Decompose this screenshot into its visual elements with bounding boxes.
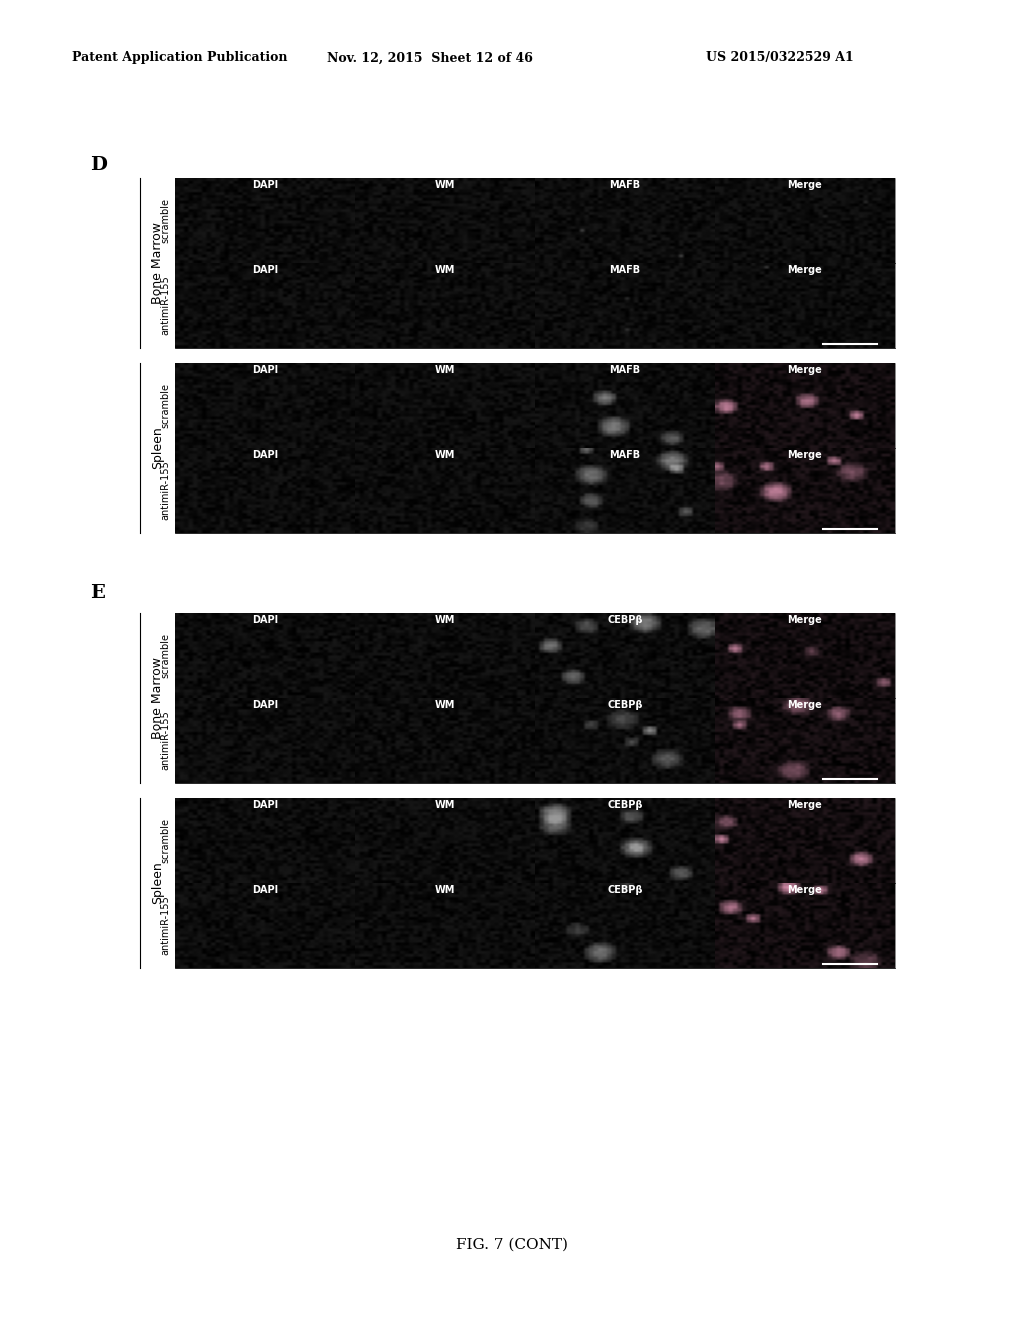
- Text: FIG. 7 (CONT): FIG. 7 (CONT): [456, 1238, 568, 1251]
- Bar: [715, 799, 895, 883]
- Bar: [175, 883, 355, 968]
- Bar: [715, 612, 895, 698]
- Bar: [715, 447, 895, 533]
- Text: DAPI: DAPI: [252, 800, 279, 810]
- Text: scramble: scramble: [160, 634, 170, 678]
- Bar: [175, 799, 355, 883]
- Text: Merge: Merge: [787, 180, 822, 190]
- Bar: [175, 178, 355, 263]
- Text: scramble: scramble: [160, 198, 170, 243]
- Bar: [175, 698, 355, 783]
- Text: DAPI: DAPI: [252, 366, 279, 375]
- Bar: [715, 883, 895, 968]
- Text: DAPI: DAPI: [252, 180, 279, 190]
- Text: WM: WM: [435, 366, 456, 375]
- Bar: [355, 799, 535, 883]
- Text: DAPI: DAPI: [252, 700, 279, 710]
- Text: WM: WM: [435, 615, 456, 624]
- Text: WM: WM: [435, 800, 456, 810]
- Bar: [355, 363, 535, 447]
- Bar: [355, 883, 535, 968]
- Text: antimiR-155: antimiR-155: [160, 896, 170, 956]
- Bar: [715, 698, 895, 783]
- Text: scramble: scramble: [160, 383, 170, 428]
- Text: MAFB: MAFB: [609, 180, 641, 190]
- Text: Bone Marrow: Bone Marrow: [151, 657, 164, 739]
- Text: Merge: Merge: [787, 884, 822, 895]
- Bar: [535, 612, 715, 698]
- Bar: [355, 612, 535, 698]
- Bar: [175, 263, 355, 348]
- Text: DAPI: DAPI: [252, 450, 279, 459]
- Text: WM: WM: [435, 265, 456, 275]
- Bar: [355, 698, 535, 783]
- Text: MAFB: MAFB: [609, 265, 641, 275]
- Text: antimiR-155: antimiR-155: [160, 276, 170, 335]
- Bar: [355, 447, 535, 533]
- Bar: [535, 799, 715, 883]
- Bar: [535, 178, 715, 263]
- Text: US 2015/0322529 A1: US 2015/0322529 A1: [707, 51, 854, 65]
- Text: Spleen: Spleen: [151, 862, 164, 904]
- Bar: [355, 263, 535, 348]
- Bar: [535, 883, 715, 968]
- Text: DAPI: DAPI: [252, 615, 279, 624]
- Text: WM: WM: [435, 450, 456, 459]
- Bar: [715, 363, 895, 447]
- Text: CEBPβ: CEBPβ: [607, 615, 643, 624]
- Text: Merge: Merge: [787, 615, 822, 624]
- Text: antimiR-155: antimiR-155: [160, 710, 170, 771]
- Text: CEBPβ: CEBPβ: [607, 884, 643, 895]
- Text: Nov. 12, 2015  Sheet 12 of 46: Nov. 12, 2015 Sheet 12 of 46: [327, 51, 532, 65]
- Text: Spleen: Spleen: [151, 426, 164, 470]
- Text: scramble: scramble: [160, 818, 170, 863]
- Text: Patent Application Publication: Patent Application Publication: [73, 51, 288, 65]
- Text: DAPI: DAPI: [252, 265, 279, 275]
- Text: WM: WM: [435, 700, 456, 710]
- Bar: [535, 363, 715, 447]
- Text: antimiR-155: antimiR-155: [160, 461, 170, 520]
- Text: MAFB: MAFB: [609, 450, 641, 459]
- Bar: [175, 612, 355, 698]
- Text: WM: WM: [435, 884, 456, 895]
- Bar: [535, 447, 715, 533]
- Text: WM: WM: [435, 180, 456, 190]
- Text: Merge: Merge: [787, 366, 822, 375]
- Text: MAFB: MAFB: [609, 366, 641, 375]
- Text: Merge: Merge: [787, 800, 822, 810]
- Text: CEBPβ: CEBPβ: [607, 700, 643, 710]
- Bar: [175, 363, 355, 447]
- Text: CEBPβ: CEBPβ: [607, 800, 643, 810]
- Bar: [715, 178, 895, 263]
- Bar: [535, 263, 715, 348]
- Text: E: E: [90, 583, 104, 602]
- Text: Merge: Merge: [787, 265, 822, 275]
- Bar: [175, 447, 355, 533]
- Text: D: D: [90, 156, 106, 174]
- Text: Bone Marrow: Bone Marrow: [151, 222, 164, 304]
- Bar: [535, 698, 715, 783]
- Text: DAPI: DAPI: [252, 884, 279, 895]
- Bar: [355, 178, 535, 263]
- Text: Merge: Merge: [787, 700, 822, 710]
- Text: Merge: Merge: [787, 450, 822, 459]
- Bar: [715, 263, 895, 348]
